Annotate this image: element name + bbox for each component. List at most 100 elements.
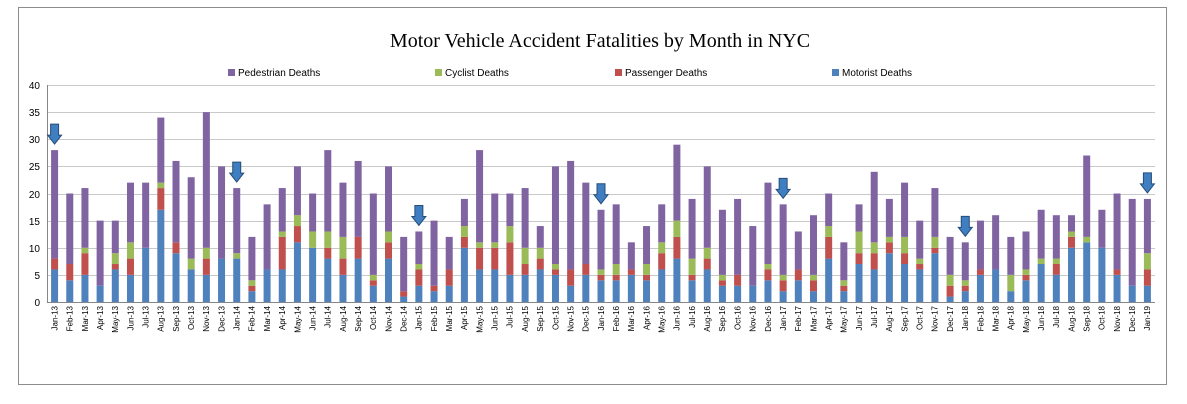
x-tick-label: May-16 xyxy=(658,305,667,332)
bar-motorist-deaths xyxy=(703,269,711,302)
bar-motorist-deaths xyxy=(476,269,484,302)
bar-pedestrian-deaths xyxy=(627,242,635,270)
bar-pedestrian-deaths xyxy=(703,166,711,248)
bar-pedestrian-deaths xyxy=(66,193,74,265)
x-tick-label: Nov-15 xyxy=(566,305,575,331)
x-tick-label: May-13 xyxy=(111,305,120,332)
bar-pedestrian-deaths xyxy=(916,220,924,259)
bar-motorist-deaths xyxy=(430,291,438,302)
x-tick-label: Jan-14 xyxy=(233,305,242,330)
bar-motorist-deaths xyxy=(551,274,559,303)
bar-motorist-deaths xyxy=(901,264,909,302)
bar-passenger-deaths xyxy=(870,253,878,270)
x-tick-label: Dec-13 xyxy=(217,305,226,331)
down-arrow-icon xyxy=(228,161,245,183)
bar-cyclist-deaths xyxy=(460,226,468,237)
bar-passenger-deaths xyxy=(369,280,377,286)
bar-cyclist-deaths xyxy=(157,182,165,189)
bar-pedestrian-deaths xyxy=(202,112,210,248)
bar-motorist-deaths xyxy=(976,274,984,303)
bar-cyclist-deaths xyxy=(309,231,317,248)
x-tick-label: Feb-17 xyxy=(794,305,803,331)
y-tick-label: 20 xyxy=(29,190,41,201)
bar-motorist-deaths xyxy=(1128,285,1136,302)
bar-passenger-deaths xyxy=(809,280,817,292)
bar-motorist-deaths xyxy=(1022,280,1030,302)
bar-motorist-deaths xyxy=(718,285,726,302)
bar-pedestrian-deaths xyxy=(233,188,241,254)
bar-pedestrian-deaths xyxy=(718,209,726,275)
down-arrow-icon xyxy=(592,183,610,205)
x-tick-label: Dec-17 xyxy=(946,305,955,331)
bar-passenger-deaths xyxy=(779,280,787,292)
bar-pedestrian-deaths xyxy=(506,193,514,227)
bar-cyclist-deaths xyxy=(809,274,817,281)
bar-pedestrian-deaths xyxy=(901,182,909,237)
down-arrow-icon xyxy=(775,177,792,200)
bar-pedestrian-deaths xyxy=(597,209,605,270)
bar-cyclist-deaths xyxy=(597,269,605,275)
bar-pedestrian-deaths xyxy=(172,160,180,243)
bar-pedestrian-deaths xyxy=(51,150,59,259)
bar-pedestrian-deaths xyxy=(81,188,89,248)
bar-cyclist-deaths xyxy=(233,253,241,259)
x-tick-label: Jul-18 xyxy=(1052,305,1061,327)
bar-pedestrian-deaths xyxy=(248,236,256,281)
x-tick-label: Nov-14 xyxy=(384,305,393,331)
bar-passenger-deaths xyxy=(324,247,332,259)
x-tick-label: Oct-16 xyxy=(733,305,742,330)
x-tick-label: Apr-18 xyxy=(1007,305,1016,330)
x-tick-label: Jul-15 xyxy=(506,305,515,327)
bar-pedestrian-deaths xyxy=(931,188,939,237)
bar-cyclist-deaths xyxy=(506,226,514,243)
x-tick-label: Jun-18 xyxy=(1037,305,1046,330)
bar-pedestrian-deaths xyxy=(218,166,226,259)
bar-pedestrian-deaths xyxy=(749,226,757,286)
x-tick-label: Apr-15 xyxy=(460,305,469,330)
x-tick-label: Feb-18 xyxy=(976,305,985,331)
bar-cyclist-deaths xyxy=(916,258,924,265)
bar-cyclist-deaths xyxy=(536,247,544,259)
down-arrow-icon xyxy=(46,123,63,145)
bar-motorist-deaths xyxy=(142,247,150,302)
bar-motorist-deaths xyxy=(734,285,742,302)
bar-cyclist-deaths xyxy=(187,258,195,270)
x-tick-label: Mar-17 xyxy=(809,305,818,331)
bar-pedestrian-deaths xyxy=(1143,198,1151,254)
bar-passenger-deaths xyxy=(582,264,590,275)
bar-passenger-deaths xyxy=(385,242,393,259)
bar-motorist-deaths xyxy=(916,269,924,302)
bar-motorist-deaths xyxy=(612,280,620,302)
bar-pedestrian-deaths xyxy=(840,242,848,281)
bar-passenger-deaths xyxy=(111,264,119,270)
x-tick-label: Aug-15 xyxy=(521,305,530,331)
x-tick-label: Feb-13 xyxy=(66,305,75,331)
bar-motorist-deaths xyxy=(51,269,59,302)
bar-cyclist-deaths xyxy=(612,264,620,275)
x-tick-label: Dec-16 xyxy=(764,305,773,331)
x-tick-label: Sep-18 xyxy=(1083,305,1092,331)
bar-motorist-deaths xyxy=(946,296,954,302)
bar-passenger-deaths xyxy=(643,274,651,281)
bar-motorist-deaths xyxy=(764,280,772,302)
bar-cyclist-deaths xyxy=(1052,258,1060,265)
bar-pedestrian-deaths xyxy=(1083,155,1091,237)
bar-motorist-deaths xyxy=(309,247,317,302)
bar-motorist-deaths xyxy=(460,247,468,302)
bar-motorist-deaths xyxy=(840,291,848,302)
bar-cyclist-deaths xyxy=(840,280,848,286)
bar-passenger-deaths xyxy=(901,253,909,265)
x-tick-label: Sep-16 xyxy=(718,305,727,331)
bar-pedestrian-deaths xyxy=(476,150,484,243)
bar-passenger-deaths xyxy=(415,269,423,286)
bar-motorist-deaths xyxy=(354,258,362,302)
bar-passenger-deaths xyxy=(66,264,74,281)
bar-motorist-deaths xyxy=(597,280,605,302)
x-tick-label: Jan-18 xyxy=(961,305,970,330)
x-tick-label: Sep-14 xyxy=(354,305,363,331)
bar-motorist-deaths xyxy=(400,296,408,302)
bar-motorist-deaths xyxy=(172,253,180,302)
bar-passenger-deaths xyxy=(1068,236,1076,248)
bar-pedestrian-deaths xyxy=(658,204,666,243)
y-tick-label: 35 xyxy=(29,108,41,119)
